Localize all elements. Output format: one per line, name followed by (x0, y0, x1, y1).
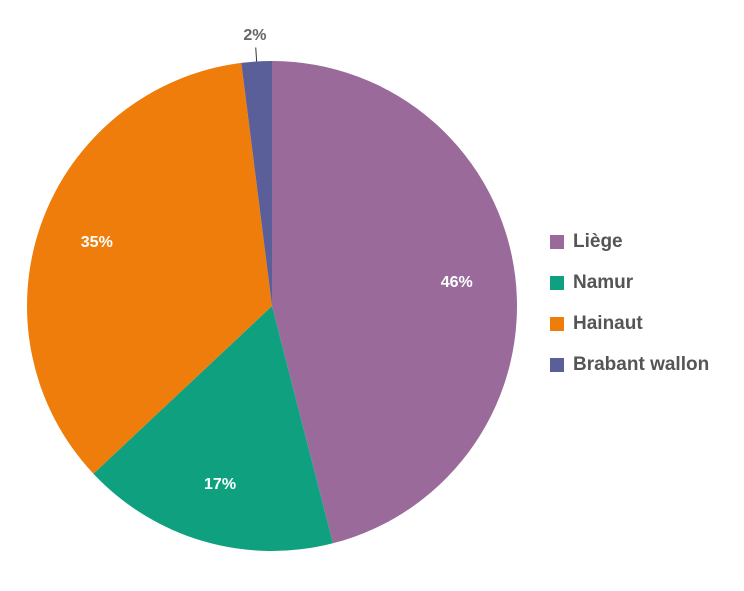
legend-label: Liège (573, 231, 623, 252)
pie-slice (272, 61, 517, 544)
legend-swatch (550, 235, 564, 249)
pie-slice (93, 306, 333, 551)
legend-label: Brabant wallon (573, 354, 709, 375)
leader-line (255, 47, 258, 62)
data-label: 2% (243, 27, 266, 44)
legend-label: Hainaut (573, 313, 643, 334)
legend-swatch (550, 317, 564, 331)
pie-slice (26, 62, 272, 474)
data-label: 35% (81, 234, 113, 251)
legend-swatch (550, 276, 564, 290)
data-label: 17% (204, 476, 236, 493)
data-label: 46% (441, 274, 473, 291)
legend-label: Namur (573, 272, 634, 293)
pie-slice (241, 61, 272, 306)
legend-swatch (550, 358, 564, 372)
